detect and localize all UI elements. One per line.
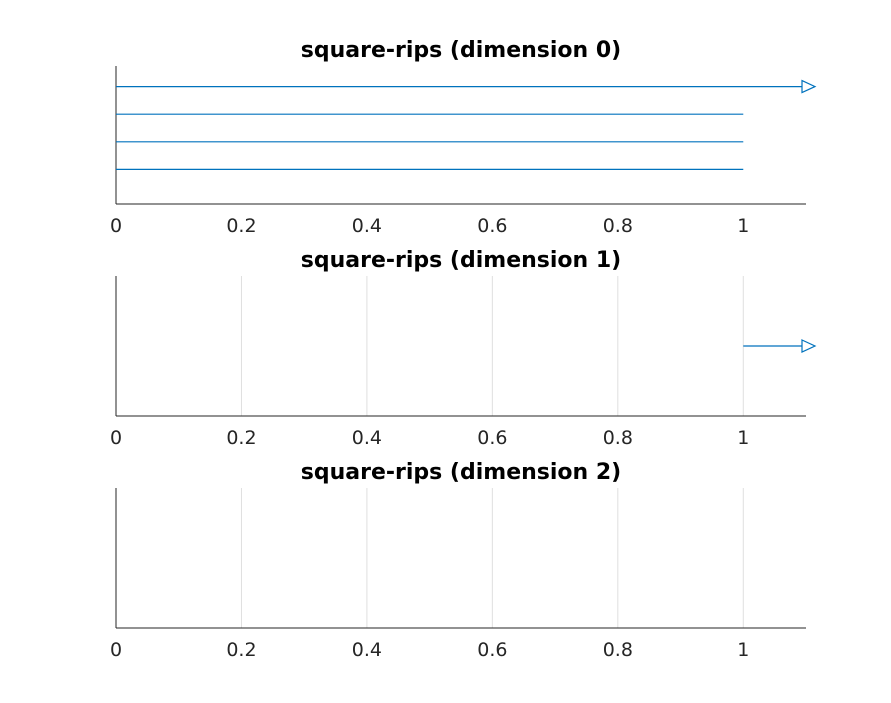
infinite-arrow-head: [801, 79, 817, 94]
x-tick-label: 0.4: [352, 215, 382, 237]
x-tick-label: 0.2: [226, 427, 256, 449]
barcode-panel-1: square-rips (dimension 1) 0 0.2 0.4 0.6 0.8 1: [110, 248, 817, 449]
x-tick-label: 0: [110, 427, 122, 449]
x-tick-label: 0.8: [603, 215, 633, 237]
panels: square-rips (dimension 0)0 0.2 0.4 0.6 0.8 1s…: [110, 38, 817, 661]
x-tick-label: 1: [737, 215, 749, 237]
x-tick-label: 0.4: [352, 427, 382, 449]
x-tick-label: 0.6: [477, 427, 507, 449]
x-tick-label: 1: [737, 427, 749, 449]
panel-title: square-rips (dimension 2): [301, 460, 621, 485]
x-tick-label: 0.6: [477, 215, 507, 237]
x-tick-label: 0: [110, 215, 122, 237]
panel-title: square-rips (dimension 0): [301, 38, 621, 63]
barcode-panel-2: square-rips (dimension 2) 0 0.2 0.4 0.6 0.8 1: [110, 460, 806, 661]
x-tick-label: 0.2: [226, 215, 256, 237]
infinite-arrow-head: [801, 339, 817, 353]
panel-title: square-rips (dimension 1): [301, 248, 621, 273]
barcode-panel-0: square-rips (dimension 0) 0 0.2 0.4 0.6 0.8 1: [110, 38, 817, 237]
x-tick-label: 1: [737, 639, 749, 661]
x-tick-label: 0.4: [352, 639, 382, 661]
x-tick-label: 0.6: [477, 639, 507, 661]
x-tick-label: 0.8: [603, 639, 633, 661]
x-tick-label: 0.2: [226, 639, 256, 661]
x-tick-label: 0.8: [603, 427, 633, 449]
x-tick-label: 0: [110, 639, 122, 661]
